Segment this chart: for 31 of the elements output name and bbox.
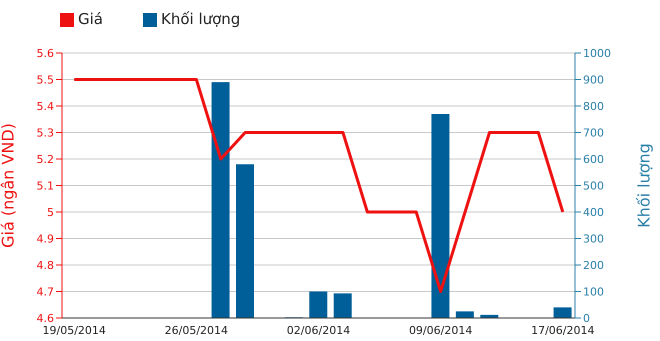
x-tick-label: 02/06/2014: [286, 324, 350, 337]
x-tick-label: 19/05/2014: [42, 324, 106, 337]
y2-tick-label: 500: [583, 179, 604, 192]
y-tick-label: 5.1: [36, 179, 54, 192]
y2-tick-label: 400: [583, 206, 604, 219]
y-tick-label: 4.7: [36, 285, 54, 298]
y-tick-label: 5: [47, 206, 54, 219]
y2-tick-label: 700: [583, 126, 604, 140]
y-axis-title: Giá (ngân VND): [0, 123, 18, 248]
legend-label: Khối lượng: [160, 10, 240, 28]
y-tick-label: 5.5: [36, 73, 54, 86]
y2-tick-label: 300: [583, 232, 604, 246]
x-tick-label: 09/06/2014: [408, 324, 472, 337]
y2-tick-label: 0: [583, 312, 590, 325]
y-tick-label: 5.2: [36, 152, 54, 166]
y2-axis-title: Khối lượng: [634, 143, 654, 228]
x-tick-label: 26/05/2014: [164, 324, 228, 337]
y-tick-label: 4.9: [36, 232, 54, 246]
y2-tick-label: 100: [583, 285, 604, 298]
x-tick-label: 17/06/2014: [531, 324, 594, 337]
y2-tick-label: 900: [583, 73, 604, 86]
y-tick-label: 5.3: [36, 126, 54, 140]
y-tick-label: 5.4: [36, 100, 54, 113]
legend-label: Giá: [78, 10, 103, 28]
y2-tick-label: 200: [583, 258, 604, 272]
y2-tick-label: 600: [583, 152, 604, 166]
y-tick-label: 4.6: [36, 312, 54, 325]
y2-tick-label: 1000: [583, 46, 611, 60]
y2-tick-label: 800: [583, 100, 604, 113]
y-tick-label: 4.8: [36, 258, 54, 272]
y-tick-label: 5.6: [36, 46, 54, 60]
